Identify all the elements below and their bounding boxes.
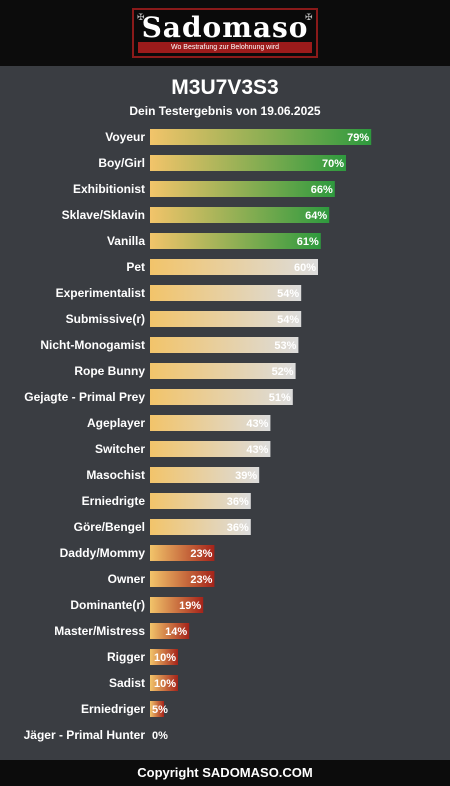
category-label: Rigger xyxy=(107,650,145,664)
result-bar xyxy=(150,285,302,301)
category-label: Masochist xyxy=(86,468,145,482)
value-label: 79% xyxy=(347,132,369,144)
value-label: 51% xyxy=(269,392,291,404)
category-label: Erniedrigte xyxy=(82,494,146,508)
value-label: 43% xyxy=(246,418,268,430)
result-bar xyxy=(150,233,321,249)
result-bar xyxy=(150,675,178,691)
category-label: Rope Bunny xyxy=(74,364,145,378)
result-bar xyxy=(150,389,293,405)
result-bar xyxy=(150,623,190,639)
value-label: 19% xyxy=(179,600,201,612)
category-label: Pet xyxy=(126,260,145,274)
category-label: Exhibitionist xyxy=(73,182,145,196)
skull-cross-icon: ✠ xyxy=(137,12,145,22)
top-bar: ✠ ✠ Sadomaso Wo Bestrafung zur Belohnung… xyxy=(0,0,450,66)
value-label: 43% xyxy=(246,444,268,456)
category-label: Göre/Bengel xyxy=(74,520,145,534)
page-subtitle: Dein Testergebnis von 19.06.2025 xyxy=(129,104,321,118)
result-bar xyxy=(150,493,251,509)
logo-text: Sadomaso xyxy=(141,11,309,44)
footer-copyright: Copyright SADOMASO.COM xyxy=(0,760,450,786)
value-label: 60% xyxy=(294,262,316,274)
value-label: 23% xyxy=(190,574,212,586)
result-bar xyxy=(150,181,335,197)
category-label: Vanilla xyxy=(107,234,145,248)
value-label: 70% xyxy=(322,158,344,170)
category-label: Gejagte - Primal Prey xyxy=(24,390,145,404)
category-label: Switcher xyxy=(95,442,145,456)
result-bar xyxy=(150,337,299,353)
category-label: Dominante(r) xyxy=(70,598,145,612)
value-label: 39% xyxy=(235,470,257,482)
value-label: 23% xyxy=(190,548,212,560)
category-label: Sklave/Sklavin xyxy=(62,208,145,222)
category-label: Ageplayer xyxy=(87,416,145,430)
value-label: 64% xyxy=(305,210,327,222)
sadomaso-logo[interactable]: ✠ ✠ Sadomaso Wo Bestrafung zur Belohnung… xyxy=(132,8,318,58)
value-label: 0% xyxy=(152,730,168,742)
page-title: M3U7V3S3 xyxy=(171,76,279,99)
skull-cross-icon: ✠ xyxy=(305,12,313,22)
value-label: 14% xyxy=(165,626,187,638)
category-label: Boy/Girl xyxy=(98,156,145,170)
result-bar xyxy=(150,129,372,145)
result-bar xyxy=(150,467,260,483)
category-label: Sadist xyxy=(109,676,145,690)
category-label: Master/Mistress xyxy=(54,624,145,638)
value-label: 52% xyxy=(272,366,294,378)
result-bar xyxy=(150,363,296,379)
result-bar xyxy=(150,207,330,223)
category-label: Owner xyxy=(108,572,146,586)
value-label: 66% xyxy=(311,184,333,196)
logo-tagline: Wo Bestrafung zur Belohnung wird xyxy=(138,42,312,53)
result-bar xyxy=(150,155,346,171)
value-label: 5% xyxy=(152,704,168,716)
value-label: 53% xyxy=(274,340,296,352)
result-bar xyxy=(150,545,215,561)
category-label: Nicht-Monogamist xyxy=(40,338,145,352)
value-label: 54% xyxy=(277,288,299,300)
value-label: 61% xyxy=(297,236,319,248)
result-bar xyxy=(150,441,271,457)
value-label: 10% xyxy=(154,678,176,690)
category-label: Daddy/Mommy xyxy=(60,546,146,560)
result-bar xyxy=(150,649,178,665)
category-label: Voyeur xyxy=(105,130,145,144)
result-bar xyxy=(150,571,215,587)
value-label: 54% xyxy=(277,314,299,326)
value-label: 36% xyxy=(227,496,249,508)
result-bar xyxy=(150,597,204,613)
result-bar xyxy=(150,311,302,327)
category-label: Erniedriger xyxy=(81,702,145,716)
value-label: 36% xyxy=(227,522,249,534)
result-bar xyxy=(150,259,318,275)
category-label: Experimentalist xyxy=(56,286,145,300)
result-bar xyxy=(150,701,164,717)
result-bar xyxy=(150,415,271,431)
result-bar xyxy=(150,519,251,535)
category-label: Jäger - Primal Hunter xyxy=(24,728,146,742)
category-label: Submissive(r) xyxy=(66,312,145,326)
value-label: 10% xyxy=(154,652,176,664)
